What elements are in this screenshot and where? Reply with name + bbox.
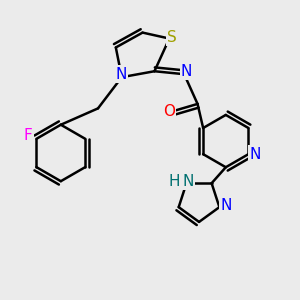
Text: N: N [116, 67, 127, 82]
Text: N: N [249, 147, 261, 162]
Text: N: N [182, 174, 194, 189]
Text: H: H [168, 174, 180, 189]
Text: O: O [163, 104, 175, 119]
Text: F: F [24, 128, 32, 143]
Text: N: N [181, 64, 192, 79]
Text: N: N [220, 198, 232, 213]
Text: S: S [167, 30, 177, 45]
